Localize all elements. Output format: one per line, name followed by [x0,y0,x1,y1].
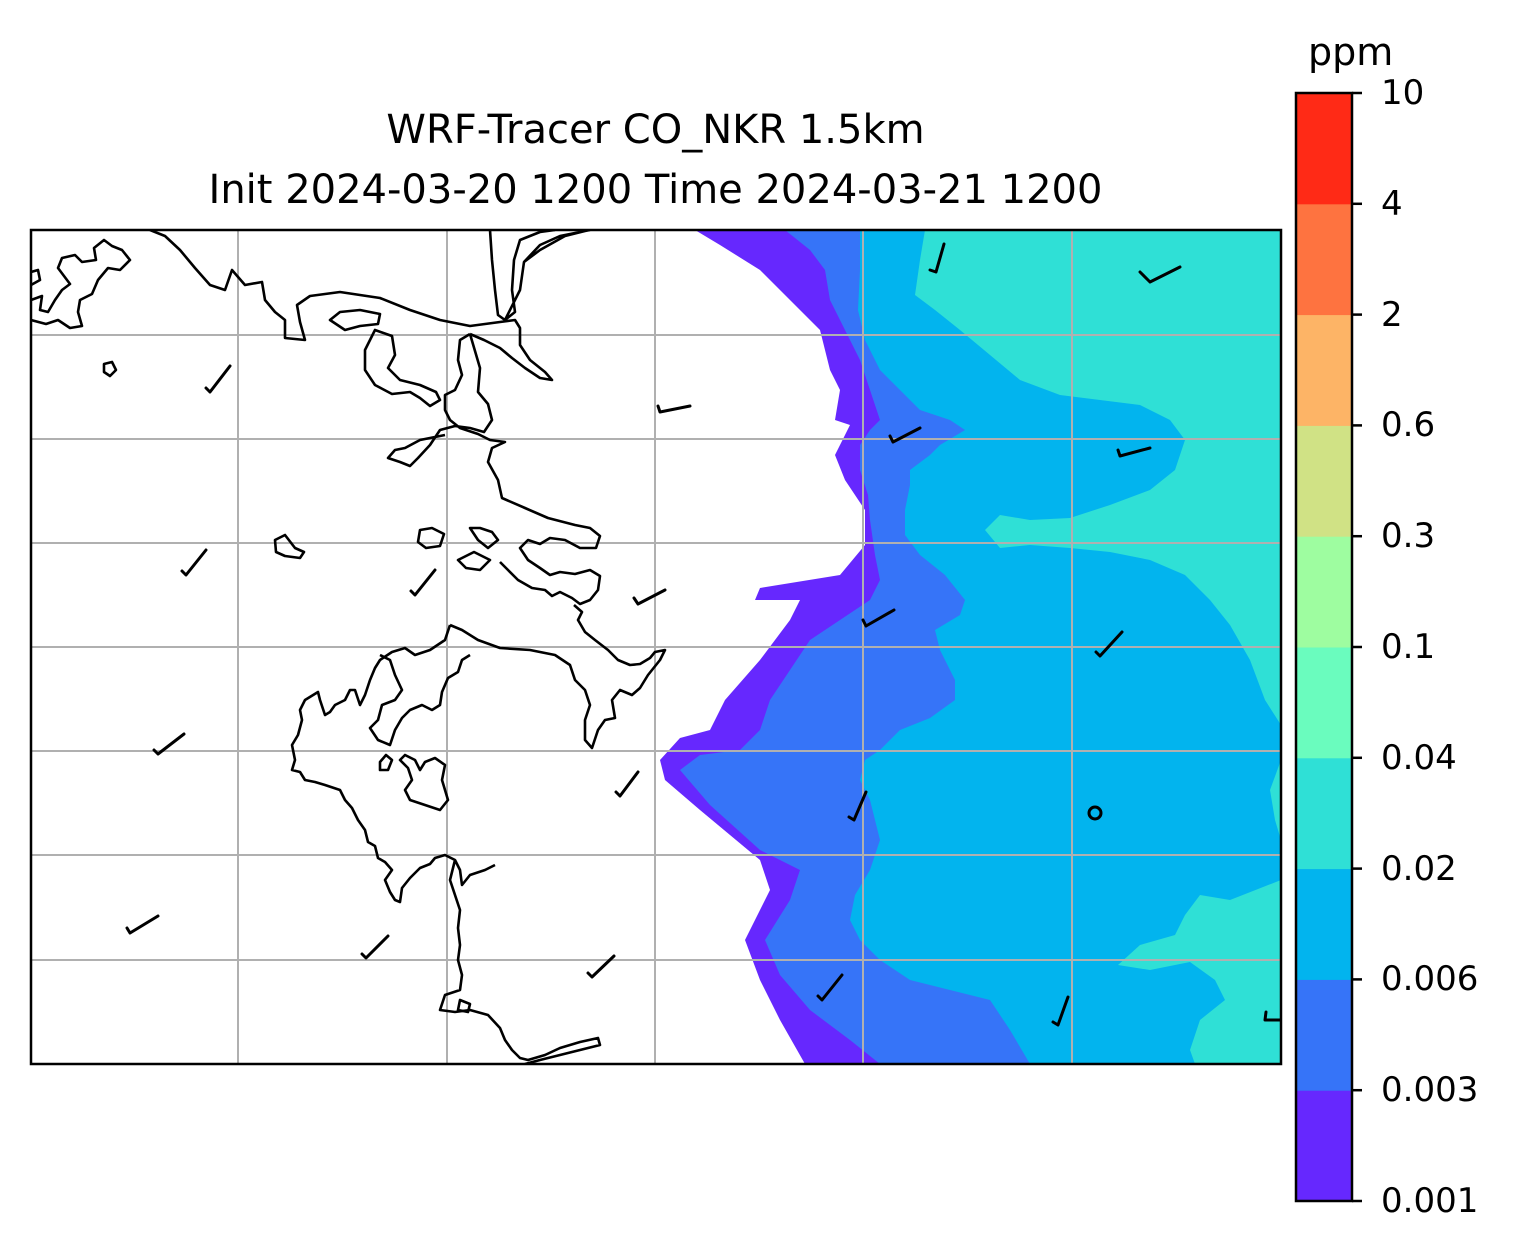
colorbar-tick-label: 0.02 [1381,848,1457,889]
wind-barbs [125,242,1282,1027]
wind-barb [614,770,640,798]
coastline-islands-mid [273,526,500,572]
coastline-main-peninsula [386,332,602,606]
coastline-south-tip [456,998,472,1014]
chart-title-line-1: WRF-Tracer CO_NKR 1.5km [386,107,925,153]
chart-title-line-2: Init 2024-03-20 1200 Time 2024-03-21 120… [208,167,1103,213]
wind-barb [632,588,667,606]
colorbar-tick-label: 4 [1381,183,1403,224]
colorbar-band [1296,757,1352,870]
colorbar-band [1296,314,1352,426]
wind-barb [586,954,616,979]
wind-barb [125,914,160,935]
wind-barb [1051,995,1070,1027]
colorbar-band [1296,203,1352,316]
wind-barb [152,732,186,756]
gridlines [31,230,1281,1064]
colorbar-tick-label: 2 [1381,294,1403,335]
wind-barb [180,548,208,577]
coastline-bay-west [328,308,442,408]
coastline-small-isle [102,360,118,378]
colorbar-tick-label: 0.006 [1381,959,1479,1000]
wind-barb [360,934,390,960]
contour-band-0.02-south [1118,880,1281,1064]
colorbar-band [1296,647,1352,759]
wind-barb [928,242,946,274]
coastline-fjords [368,653,471,812]
wind-barb [1138,265,1182,284]
coastlines [31,230,667,1064]
colorbar-band [1296,425,1352,537]
contour-band-0.02-east [1270,760,1281,840]
colorbar-band [1296,868,1352,980]
colorbar-tick-label: 0.04 [1381,737,1457,778]
colorbar-band [1296,93,1352,205]
colorbar-tick-label: 0.001 [1381,1181,1479,1221]
wind-barb [816,973,844,1002]
coastline-north-shore [31,230,554,382]
colorbar [1294,91,1362,1203]
colorbar-band [1296,979,1352,1091]
colorbar-tick-label: 0.003 [1381,1070,1479,1111]
coastline-inlet [488,230,591,322]
colorbar-tick-label: 10 [1381,73,1425,113]
colorbar-unit-label: ppm [1308,30,1394,74]
wind-barb [847,790,868,822]
wind-barb [409,568,437,597]
wind-barb [656,404,692,414]
wind-barb [888,426,922,444]
wind-barb [861,608,896,628]
wind-calm-marker [1087,805,1103,821]
wind-barb [204,364,232,394]
wind-barb [1263,1010,1282,1022]
colorbar-tick-label: 0.6 [1381,405,1436,446]
coastline-south-peninsula [290,604,667,1064]
colorbar-tick-label: 0.3 [1381,516,1436,557]
colorbar-tick-label: 0.1 [1381,627,1436,667]
colorbar-band [1296,536,1352,648]
contour-band-0.02 [915,230,1281,725]
colorbar-band [1296,1090,1352,1202]
wind-barb [1094,630,1124,658]
wind-barb [1116,446,1152,458]
map-frame [29,228,1283,1066]
